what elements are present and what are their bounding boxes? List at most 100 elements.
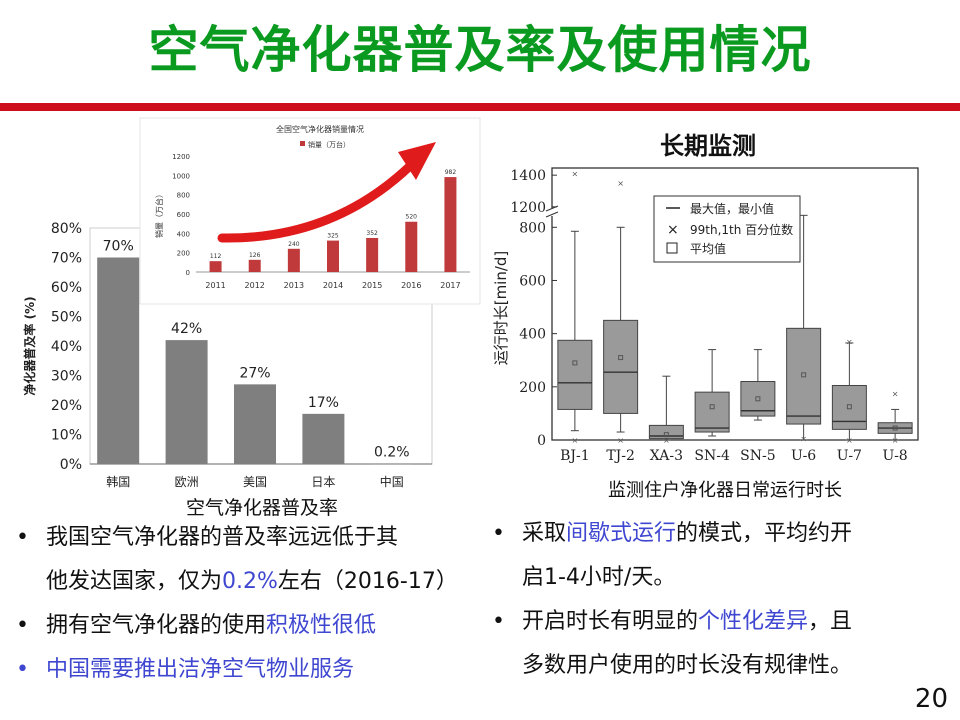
boxplot-y-tick: 800 bbox=[519, 220, 546, 236]
bullet-text: 开启时长有明显的 bbox=[522, 609, 699, 634]
bullet-marker: • bbox=[492, 609, 505, 634]
bullet-text: 左右（2016-17） bbox=[277, 569, 458, 594]
bar-chart-x-tick: 日本 bbox=[311, 475, 335, 489]
bar-chart-caption: 空气净化器普及率 bbox=[186, 497, 339, 519]
bullet-right-line: • 采取间歇式运行的模式，平均约开 bbox=[492, 512, 852, 556]
sales-y-tick: 200 bbox=[177, 250, 190, 258]
boxplot-x-tick: U-7 bbox=[837, 448, 862, 464]
sales-x-tick: 2017 bbox=[440, 281, 460, 290]
sales-bar bbox=[209, 261, 222, 272]
bar-chart-y-tick: 50% bbox=[51, 310, 82, 326]
boxplot-y-tick: 400 bbox=[519, 327, 546, 343]
sales-y-tick: 0 bbox=[186, 269, 190, 277]
highlighted-text: 间歇式运行 bbox=[566, 521, 677, 546]
boxplot-box: ×× bbox=[557, 170, 593, 445]
bar-chart-value-label: 27% bbox=[239, 365, 270, 381]
sales-bar bbox=[287, 248, 300, 272]
boxplot-box: ×× bbox=[877, 389, 913, 445]
boxplot-p1-marker: × bbox=[892, 436, 899, 445]
bar-chart-value-label: 0.2% bbox=[374, 444, 410, 460]
boxplot-iqr-box bbox=[786, 327, 822, 425]
growth-arrow-shaft bbox=[217, 161, 415, 243]
sales-value-label: 112 bbox=[210, 253, 222, 260]
boxplot-y-label: 运行时长[min/d] bbox=[492, 251, 510, 366]
boxplot-iqr-box bbox=[603, 319, 639, 414]
bullet-left-line: • 拥有空气净化器的使用积极性很低 bbox=[16, 604, 458, 648]
growth-arrow-head bbox=[398, 142, 436, 180]
boxplot-box bbox=[694, 349, 730, 437]
boxplot-p99-marker: × bbox=[572, 170, 579, 179]
boxplot-mean-marker bbox=[572, 360, 578, 366]
bar-chart-y-tick: 20% bbox=[51, 398, 82, 414]
sales-legend-swatch bbox=[300, 141, 305, 146]
boxplot-mean-marker bbox=[709, 404, 715, 410]
bar-chart-y-tick: 30% bbox=[51, 369, 82, 385]
highlighted-text: 积极性很低 bbox=[266, 613, 377, 638]
boxplot-y-tick: 1400 bbox=[510, 168, 546, 184]
boxplot-p1-marker: × bbox=[800, 435, 807, 444]
bullet-list-left: • 我国空气净化器的普及率远远低于其他发达国家，仅为0.2%左右（2016-17）… bbox=[16, 516, 458, 692]
sales-y-label: 销量（万台） bbox=[154, 190, 164, 238]
sales-bar bbox=[444, 177, 457, 272]
boxplot-p99-marker: × bbox=[892, 389, 899, 398]
boxplot-mean-marker bbox=[755, 396, 761, 402]
bullet-right-line: 启1-4小时/天。 bbox=[492, 556, 852, 600]
sales-x-tick: 2014 bbox=[323, 281, 343, 290]
boxplot-box: ×× bbox=[603, 179, 639, 445]
boxplot-x-tick: SN-4 bbox=[694, 448, 730, 464]
boxplot-mean-marker bbox=[801, 372, 807, 378]
boxplot-box bbox=[740, 349, 776, 421]
boxplot-x-tick: SN-5 bbox=[740, 448, 775, 464]
boxplot-p99-marker: × bbox=[617, 179, 624, 188]
legend-percentile-label: 99th,1th 百分位数 bbox=[690, 222, 793, 237]
bar-chart-x-tick: 美国 bbox=[243, 475, 267, 489]
bar-chart-value-label: 17% bbox=[308, 395, 339, 411]
sales-bar bbox=[405, 221, 418, 272]
legend-minmax-label: 最大值，最小值 bbox=[690, 201, 774, 216]
sales-x-tick: 2011 bbox=[205, 281, 225, 290]
bar-chart-y-label: 净化器普及率 (%) bbox=[22, 296, 37, 395]
sales-value-label: 240 bbox=[288, 241, 300, 248]
boxplot-mean-marker bbox=[663, 432, 669, 438]
boxplot-p99-marker: × bbox=[846, 338, 853, 347]
bullet-marker: • bbox=[16, 525, 29, 550]
sales-x-tick: 2013 bbox=[284, 281, 304, 290]
bullet-text: 采取 bbox=[522, 521, 567, 546]
legend-mean-icon bbox=[666, 242, 678, 254]
boxplot-y-tick: 200 bbox=[519, 380, 546, 396]
page-number: 20 bbox=[914, 684, 948, 714]
bar-chart-x-tick: 中国 bbox=[380, 474, 404, 489]
bullet-marker: • bbox=[16, 613, 29, 638]
boxplot-iqr-box bbox=[831, 384, 867, 430]
highlighted-text: 中国需要推出洁净空气物业服务 bbox=[46, 657, 355, 682]
bar-chart-y-tick: 10% bbox=[51, 428, 82, 444]
bullet-text: 我国空气净化器的普及率远远低于其 bbox=[46, 525, 399, 550]
bullet-text: 他发达国家，仅为 bbox=[46, 569, 223, 594]
boxplot-p1-marker: × bbox=[572, 436, 579, 445]
bullet-marker: • bbox=[16, 657, 29, 682]
bullet-left-line: 他发达国家，仅为0.2%左右（2016-17） bbox=[16, 560, 458, 604]
boxplot-box: ×× bbox=[831, 338, 867, 445]
boxplot-caption: 监测住户净化器日常运行时长 bbox=[608, 480, 842, 501]
sales-y-tick: 1000 bbox=[172, 172, 190, 180]
bar-chart-bar bbox=[234, 384, 276, 464]
boxplot-x-tick: TJ-2 bbox=[606, 448, 635, 464]
legend-mean-label: 平均值 bbox=[690, 241, 726, 256]
sales-bar bbox=[248, 259, 261, 272]
bullet-list-right: • 采取间歇式运行的模式，平均约开 启1-4小时/天。 • 开启时长有明显的个性化差异，… bbox=[492, 512, 852, 688]
boxplot-x-tick: U-8 bbox=[883, 448, 908, 464]
bar-chart-y-tick: 70% bbox=[51, 251, 82, 267]
boxplot-iqr-box bbox=[694, 391, 730, 433]
boxplot-x-tick: BJ-1 bbox=[560, 448, 590, 464]
bar-chart-bar bbox=[370, 463, 413, 465]
boxplot-mean-marker bbox=[618, 355, 624, 361]
sales-legend-label: 销量（万台） bbox=[308, 140, 350, 149]
bar-chart-x-tick: 韩国 bbox=[106, 474, 130, 489]
boxplot-y-tick: 0 bbox=[537, 433, 546, 449]
boxplot-axis-break-mark bbox=[545, 211, 559, 218]
bar-chart-value-label: 70% bbox=[103, 239, 134, 255]
bullet-right-line: • 开启时长有明显的个性化差异，且 bbox=[492, 600, 852, 644]
bar-chart-bar bbox=[165, 340, 208, 464]
sales-value-label: 520 bbox=[406, 214, 418, 221]
